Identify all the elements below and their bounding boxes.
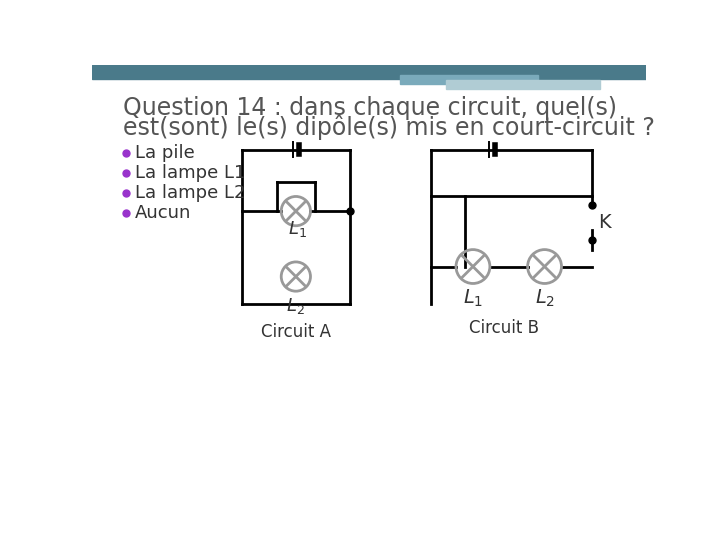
Text: La lampe L2: La lampe L2 [135, 184, 246, 202]
Text: Circuit B: Circuit B [469, 319, 539, 337]
Text: La lampe L1: La lampe L1 [135, 164, 246, 183]
Text: $L_2$: $L_2$ [534, 288, 554, 309]
Text: Circuit A: Circuit A [261, 323, 331, 341]
Text: Question 14 : dans chaque circuit, quel(s): Question 14 : dans chaque circuit, quel(… [122, 96, 616, 119]
Text: est(sont) le(s) dipôle(s) mis en court-circuit ?: est(sont) le(s) dipôle(s) mis en court-c… [122, 115, 654, 140]
Text: K: K [598, 213, 611, 232]
Text: Aucun: Aucun [135, 205, 192, 222]
Text: $L_1$: $L_1$ [288, 219, 307, 239]
Bar [446, 80, 600, 90]
Bar [400, 75, 539, 84]
Text: La pile: La pile [135, 144, 194, 163]
Bar [92, 65, 647, 79]
Text: $L_2$: $L_2$ [287, 296, 305, 316]
Text: $L_1$: $L_1$ [463, 288, 483, 309]
